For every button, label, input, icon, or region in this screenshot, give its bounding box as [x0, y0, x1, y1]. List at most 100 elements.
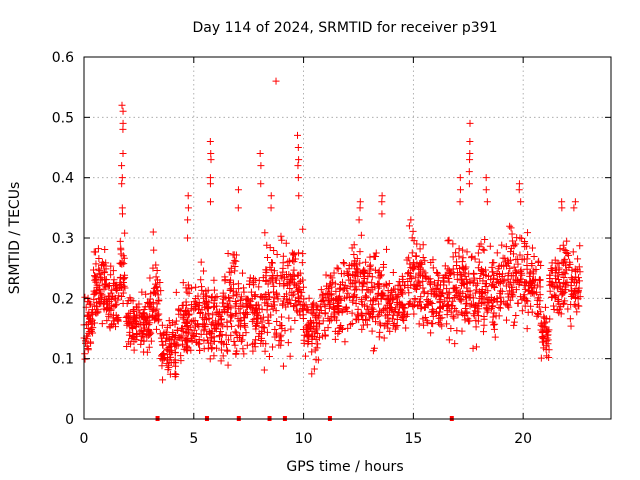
data-point [205, 314, 213, 322]
data-point [518, 255, 526, 263]
data-point [506, 264, 514, 272]
data-point [404, 284, 412, 292]
data-point [521, 285, 529, 293]
data-point [332, 287, 340, 295]
data-point [183, 288, 191, 296]
data-point [512, 286, 520, 294]
data-point [270, 267, 278, 275]
data-point [260, 366, 268, 374]
data-point [465, 317, 473, 325]
data-point [119, 275, 127, 283]
data-point [497, 293, 505, 301]
data-point-spike [257, 162, 265, 170]
data-point [132, 303, 140, 311]
data-point [268, 259, 276, 267]
data-point [294, 293, 302, 301]
data-point-spike [294, 174, 302, 182]
data-point [249, 340, 257, 348]
data-point [559, 290, 567, 298]
data-point [210, 286, 218, 294]
data-point-spike [118, 174, 126, 182]
data-point [445, 336, 453, 344]
data-point [560, 246, 568, 254]
data-point [339, 286, 347, 294]
data-point [385, 308, 393, 316]
data-point [363, 321, 371, 329]
data-point [416, 265, 424, 273]
data-point [152, 325, 160, 333]
data-point [507, 248, 515, 256]
data-point-spike [558, 204, 566, 212]
data-point [83, 342, 91, 350]
data-point [95, 255, 103, 263]
data-point [90, 287, 98, 295]
data-point [308, 348, 316, 356]
data-point [300, 295, 308, 303]
data-point [95, 285, 103, 293]
data-point-spike [482, 174, 490, 182]
data-point [450, 314, 458, 322]
data-point [474, 249, 482, 257]
data-point [290, 290, 298, 298]
data-point [380, 334, 388, 342]
data-point [276, 321, 284, 329]
data-point [121, 284, 129, 292]
data-point [470, 310, 478, 318]
data-point [449, 253, 457, 261]
y-axis-label: SRMTID / TECUs [7, 182, 23, 295]
data-point [466, 302, 474, 310]
data-point [231, 328, 239, 336]
data-point [508, 237, 516, 245]
data-point [317, 298, 325, 306]
data-point [252, 336, 260, 344]
data-point [498, 241, 506, 249]
data-point [450, 294, 458, 302]
data-point-spike [465, 168, 473, 176]
data-point-spike [118, 162, 126, 170]
data-point [178, 324, 186, 332]
data-point [208, 344, 216, 352]
data-point [243, 303, 251, 311]
data-point [182, 306, 190, 314]
data-point [164, 354, 172, 362]
data-point [542, 345, 550, 353]
data-point [415, 320, 423, 328]
data-point [475, 288, 483, 296]
data-point [129, 325, 137, 333]
data-point [363, 293, 371, 301]
data-point [560, 288, 568, 296]
data-point [142, 290, 150, 298]
data-point [199, 314, 207, 322]
data-point [482, 266, 490, 274]
data-point [315, 320, 323, 328]
data-point [263, 328, 271, 336]
data-point [96, 290, 104, 298]
data-point [543, 331, 551, 339]
data-point-spike [118, 101, 126, 109]
data-point [456, 295, 464, 303]
data-point [366, 253, 374, 261]
data-point [346, 283, 354, 291]
data-point [410, 237, 418, 245]
data-point-spike [206, 180, 214, 188]
data-point [269, 343, 277, 351]
data-point [348, 309, 356, 317]
data-point [195, 340, 203, 348]
data-point [551, 256, 559, 264]
data-point [354, 266, 362, 274]
data-point [212, 317, 220, 325]
data-point [362, 258, 370, 266]
data-point [512, 311, 520, 319]
data-point [190, 326, 198, 334]
data-point [443, 285, 451, 293]
y-tick-label: 0 [65, 412, 74, 428]
data-point [520, 291, 528, 299]
data-point [273, 317, 281, 325]
data-point [264, 300, 272, 308]
data-point [178, 340, 186, 348]
data-point [431, 279, 439, 287]
data-point [380, 305, 388, 313]
data-point [429, 264, 437, 272]
data-point [231, 341, 239, 349]
